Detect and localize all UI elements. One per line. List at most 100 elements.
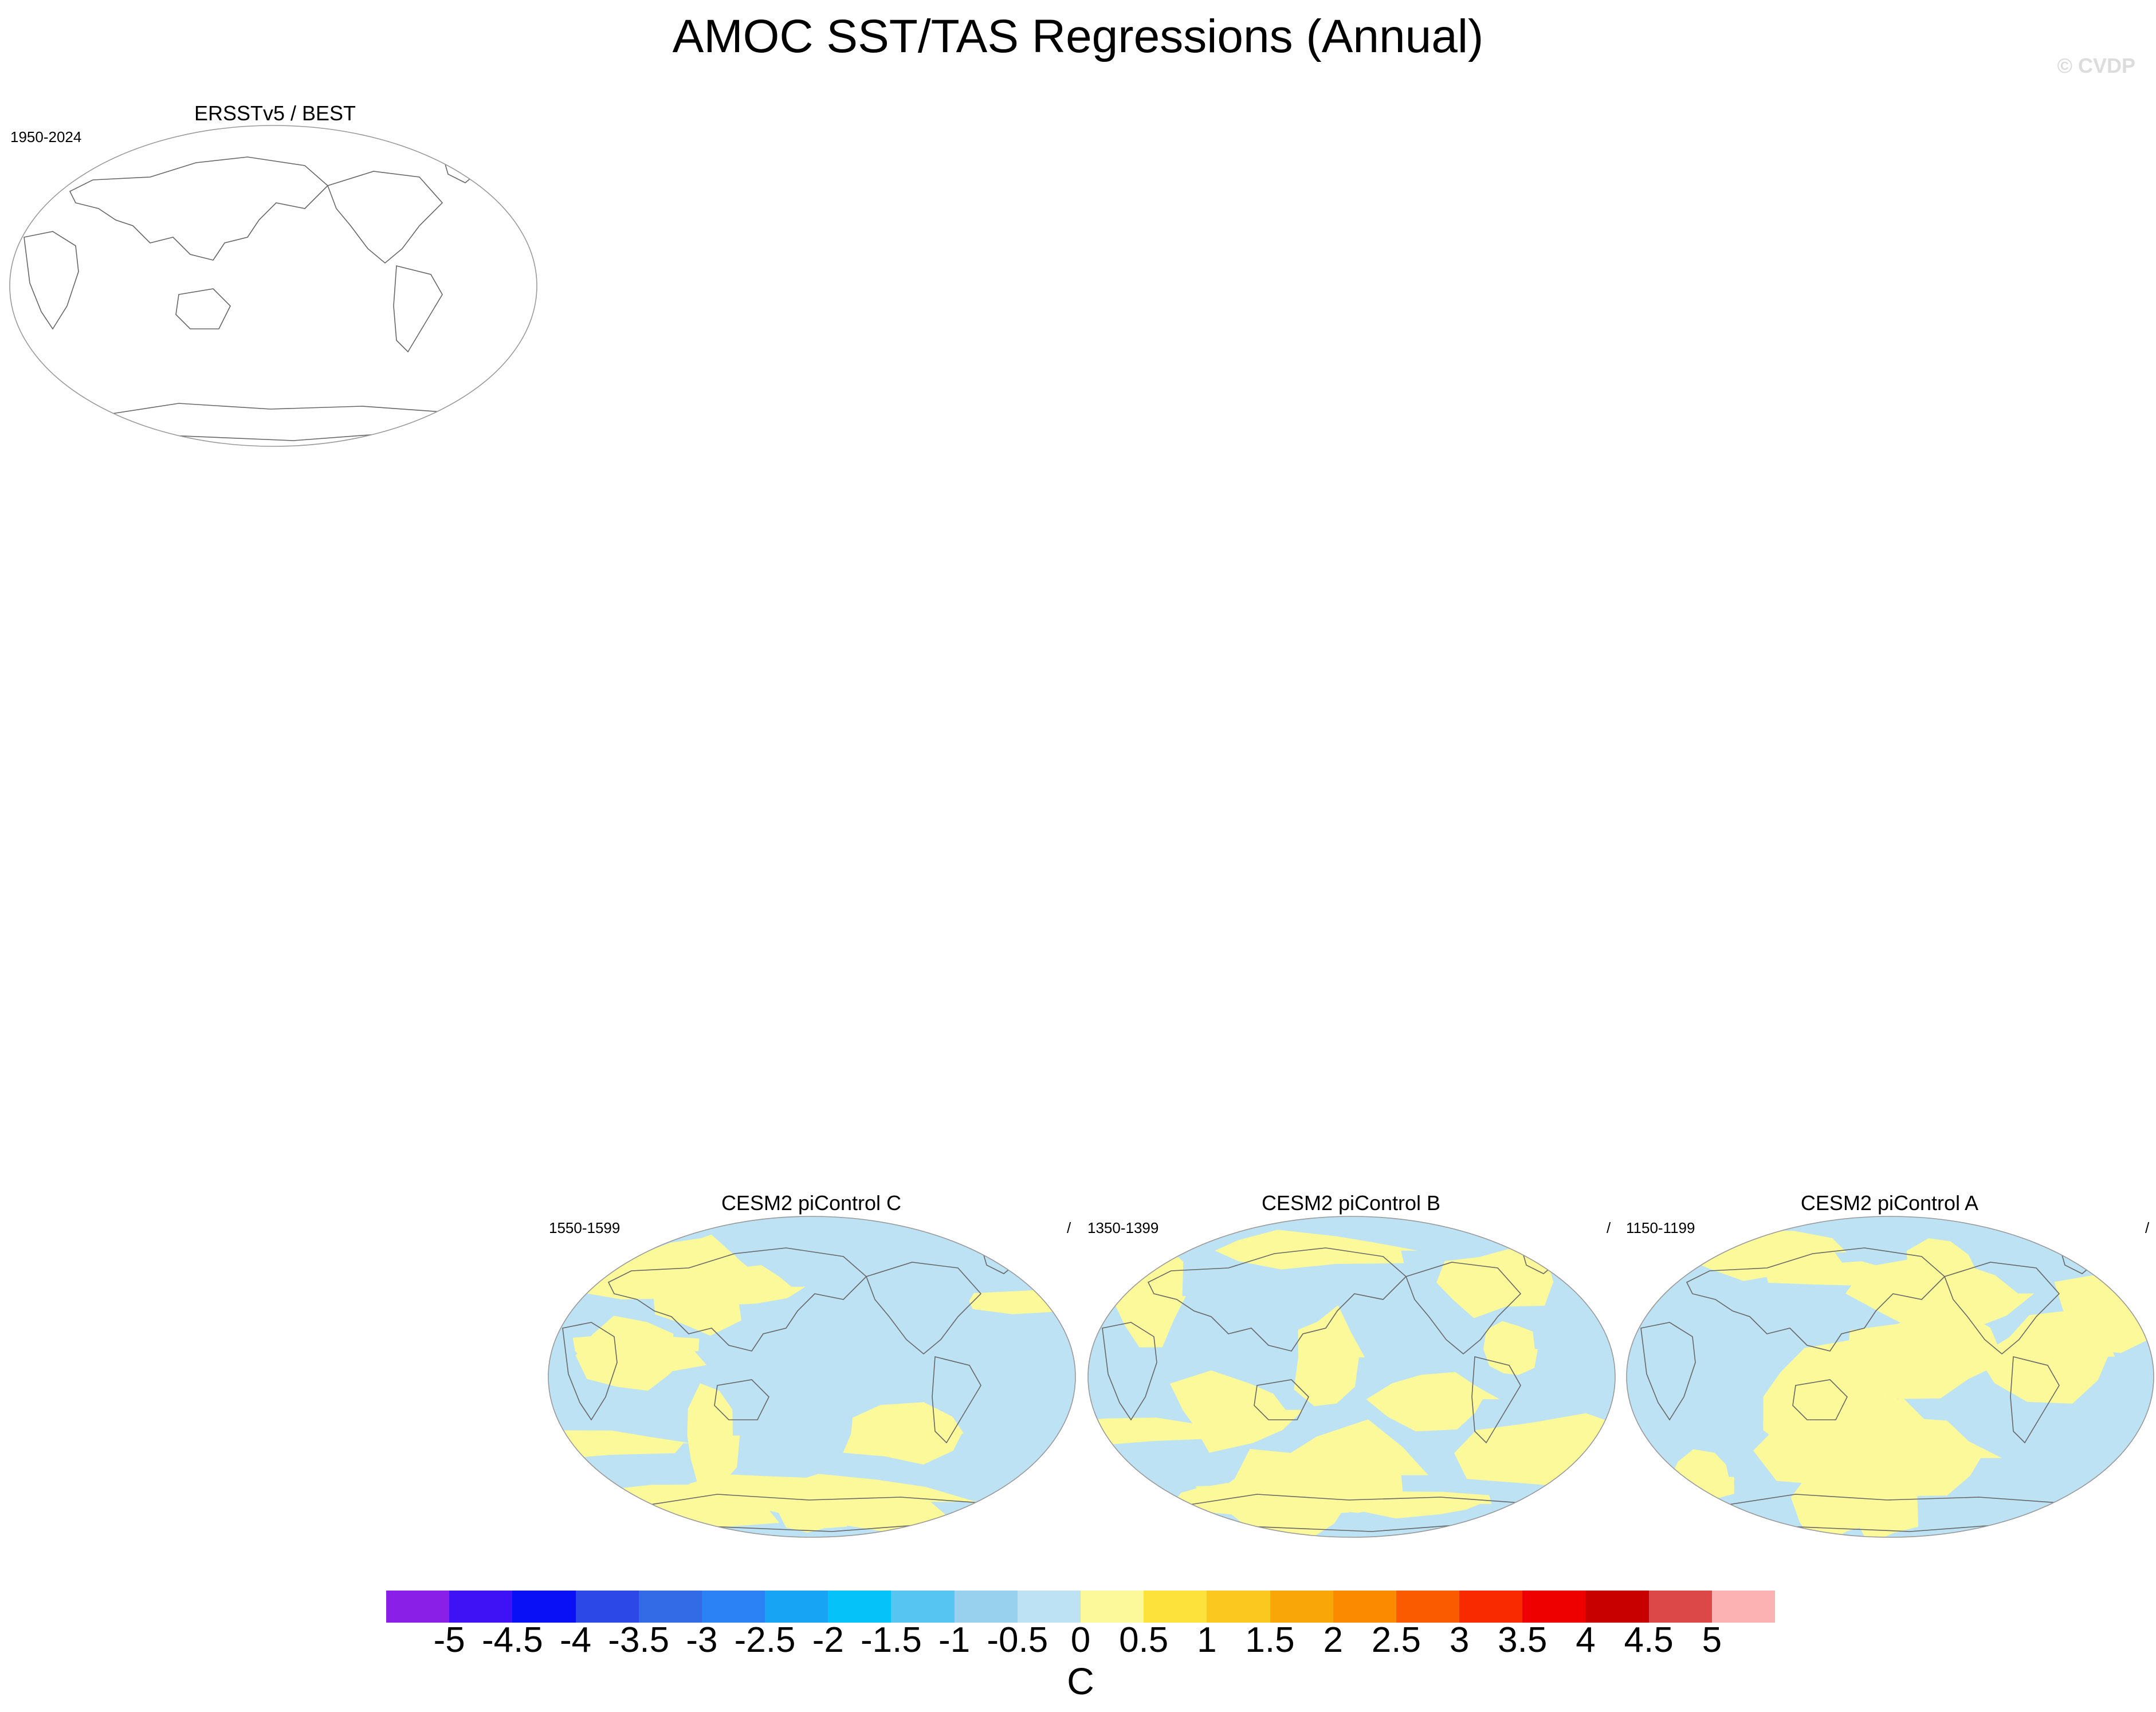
- coastline: [175, 288, 231, 329]
- world-map: [1087, 1216, 1616, 1538]
- colorbar-tick-label: 2.5: [1371, 1620, 1421, 1660]
- panel-years: 1550-1599: [549, 1219, 621, 1236]
- regression-field-positive: [673, 1474, 854, 1511]
- colorbar-swatch: [1585, 1591, 1650, 1623]
- coastline: [865, 1262, 982, 1355]
- colorbar-swatch: [1459, 1591, 1523, 1623]
- regression-field-positive: [1483, 1321, 1538, 1375]
- colorbar-tick-label: 3.5: [1498, 1620, 1548, 1660]
- colorbar-tick-label: -5: [433, 1620, 465, 1660]
- colorbar-unit: C: [1067, 1660, 1094, 1702]
- panel-title: ERSSTv5 / BEST: [194, 101, 356, 125]
- colorbar-swatch: [701, 1591, 765, 1623]
- colorbar-swatch: [1017, 1591, 1081, 1623]
- coastline: [1254, 1379, 1309, 1420]
- colorbar-tick-label: 1.5: [1245, 1620, 1295, 1660]
- regression-field-positive: [1196, 1483, 1378, 1517]
- regression-field-positive: [1215, 1230, 1418, 1270]
- colorbar-tick-label: -1.5: [861, 1620, 922, 1660]
- coastline: [69, 156, 329, 261]
- colorbar-swatch: [1207, 1591, 1271, 1623]
- colorbar-tick-label: 5: [1702, 1620, 1722, 1660]
- panel-title: CESM2 piControl C: [721, 1191, 902, 1215]
- coastline: [1686, 1247, 1946, 1352]
- coastline: [1405, 1262, 1522, 1355]
- colorbar-swatch: [1711, 1591, 1776, 1623]
- coastline: [393, 265, 443, 353]
- colorbar-swatch: [638, 1591, 702, 1623]
- regression-field-positive: [1366, 1372, 1500, 1432]
- colorbar-tick-label: 4: [1576, 1620, 1596, 1660]
- colorbar-swatch: [575, 1591, 639, 1623]
- panel-slash: /: [1067, 1219, 1071, 1236]
- colorbar-tick-label: -2: [812, 1620, 844, 1660]
- colorbar-tick-label: 1: [1197, 1620, 1217, 1660]
- colorbar-swatch: [1522, 1591, 1586, 1623]
- colorbar-tick-label: -0.5: [987, 1620, 1048, 1660]
- regression-field-positive: [572, 1334, 707, 1373]
- world-map: [1626, 1216, 2154, 1538]
- colorbar-swatch: [891, 1591, 955, 1623]
- colorbar-tick-label: -2.5: [734, 1620, 796, 1660]
- page-title: AMOC SST/TAS Regressions (Annual): [672, 10, 1484, 62]
- colorbar-swatch: [386, 1591, 450, 1623]
- regression-field-positive: [1294, 1305, 1365, 1407]
- coastline: [327, 171, 443, 264]
- colorbar-tick-label: 4.5: [1624, 1620, 1674, 1660]
- colorbar-swatch: [1144, 1591, 1207, 1623]
- map-boundary: [1626, 1216, 2154, 1538]
- panel-years: 1950-2024: [10, 128, 82, 146]
- regression-field-positive: [1111, 1242, 1186, 1348]
- colorbar-swatch: [512, 1591, 576, 1623]
- coastline: [714, 1379, 769, 1420]
- panel-title: CESM2 piControl A: [1800, 1191, 1979, 1215]
- coastline: [1147, 1247, 1407, 1352]
- colorbar-swatch: [765, 1591, 828, 1623]
- coastline: [1943, 1262, 2060, 1355]
- colorbar-swatch: [1396, 1591, 1460, 1623]
- colorbar-swatch: [1333, 1591, 1397, 1623]
- colorbar-swatch: [954, 1591, 1018, 1623]
- panel-years: 1350-1399: [1087, 1219, 1159, 1236]
- colorbar-tick-label: 0.5: [1119, 1620, 1169, 1660]
- panel-years: 1150-1199: [1626, 1219, 1695, 1236]
- coastline: [1640, 1322, 1696, 1421]
- coastline: [1102, 1322, 1157, 1421]
- coastline: [1471, 1356, 1521, 1444]
- colorbar-tick-label: -3.5: [608, 1620, 670, 1660]
- colorbar-swatch: [1081, 1591, 1144, 1623]
- copyright-watermark: © CVDP: [2057, 54, 2135, 77]
- colorbar-tick-label: -1: [938, 1620, 971, 1660]
- colorbar-swatch: [828, 1591, 892, 1623]
- coastline: [441, 151, 484, 183]
- colorbar-swatch: [1648, 1591, 1713, 1623]
- map-boundary: [1087, 1216, 1616, 1538]
- colorbar-swatch: [1270, 1591, 1334, 1623]
- coastline: [2010, 1356, 2060, 1444]
- coastline: [562, 1322, 618, 1421]
- regression-field-positive: [1170, 1370, 1303, 1453]
- colorbar-swatch: [449, 1591, 513, 1623]
- regression-field-positive: [1845, 1258, 2035, 1331]
- coastline: [23, 231, 79, 330]
- coastline: [932, 1356, 981, 1444]
- regression-field-positive: [687, 1383, 740, 1491]
- colorbar-tick-label: 0: [1070, 1620, 1091, 1660]
- panel-slash: /: [1607, 1219, 1611, 1236]
- colorbar-tick-label: -4.5: [481, 1620, 543, 1660]
- map-boundary: [548, 1216, 1076, 1538]
- colorbar-tick-label: -3: [686, 1620, 718, 1660]
- coastline: [102, 403, 444, 441]
- colorbar-tick-label: 2: [1323, 1620, 1343, 1660]
- panel-title: CESM2 piControl B: [1261, 1191, 1441, 1215]
- coastline: [607, 1247, 867, 1352]
- map-boundary: [9, 125, 537, 447]
- colorbar-tick-label: -4: [559, 1620, 592, 1660]
- regression-field-positive: [1753, 1397, 1961, 1497]
- panel-slash: /: [2145, 1219, 2150, 1236]
- regression-field-positive: [1088, 1417, 1224, 1446]
- colorbar: [386, 1591, 1776, 1623]
- world-map: [548, 1216, 1076, 1538]
- regression-field-positive: [1436, 1248, 1554, 1318]
- colorbar-tick-label: 3: [1449, 1620, 1470, 1660]
